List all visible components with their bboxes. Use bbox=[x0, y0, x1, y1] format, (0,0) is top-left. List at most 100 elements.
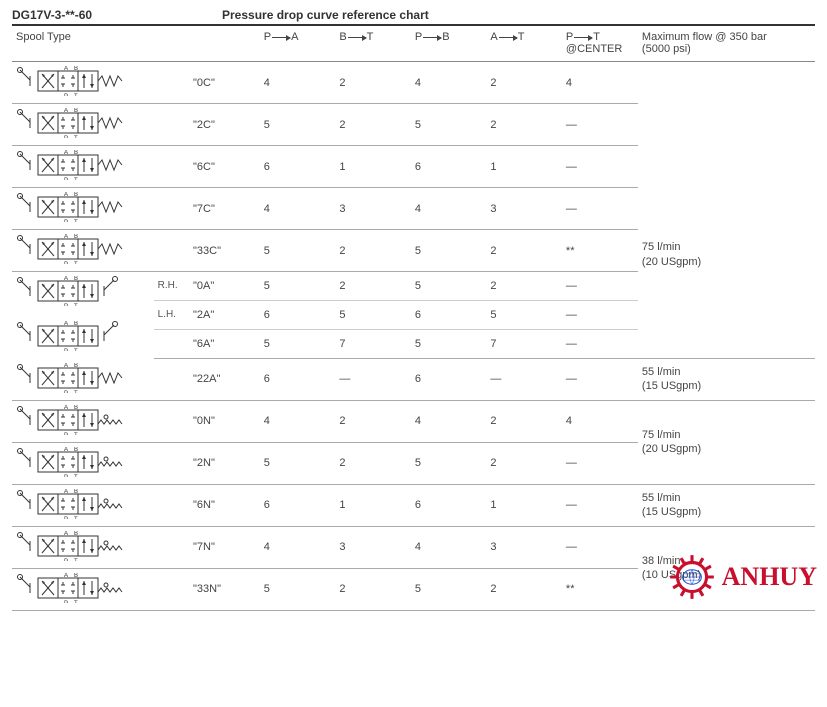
spool-code: "7C" bbox=[189, 188, 260, 230]
value-pt: — bbox=[562, 272, 638, 301]
value-pa: 5 bbox=[260, 104, 336, 146]
svg-text:P: P bbox=[64, 559, 68, 561]
valve-symbol: ABPT bbox=[12, 442, 189, 484]
value-pa: 5 bbox=[260, 568, 336, 610]
value-pt: 4 bbox=[562, 400, 638, 442]
orientation-label: L.H. bbox=[154, 300, 189, 329]
value-pb: 6 bbox=[411, 300, 487, 329]
svg-text:T: T bbox=[74, 262, 78, 264]
value-bt: 2 bbox=[335, 568, 411, 610]
svg-text:P: P bbox=[64, 94, 68, 96]
svg-text:T: T bbox=[74, 220, 78, 222]
svg-text:A: A bbox=[64, 531, 68, 537]
spool-code: "6A" bbox=[189, 329, 260, 358]
value-pt: — bbox=[562, 442, 638, 484]
value-pa: 4 bbox=[260, 526, 336, 568]
value-bt: 2 bbox=[335, 442, 411, 484]
value-at: 2 bbox=[486, 442, 562, 484]
svg-text:A: A bbox=[64, 192, 68, 198]
value-pb: 4 bbox=[411, 188, 487, 230]
svg-text:B: B bbox=[74, 489, 78, 495]
value-pb: 4 bbox=[411, 526, 487, 568]
table-row: ABPT"0C"4242475 l/min(20 USgpm) bbox=[12, 62, 815, 104]
svg-text:T: T bbox=[74, 178, 78, 180]
svg-text:B: B bbox=[74, 276, 78, 282]
col-pa: PA bbox=[260, 28, 336, 62]
svg-text:A: A bbox=[64, 363, 68, 369]
value-pb: 6 bbox=[411, 358, 487, 400]
svg-text:A: A bbox=[64, 447, 68, 453]
svg-text:T: T bbox=[74, 517, 78, 519]
value-at: 3 bbox=[486, 526, 562, 568]
svg-text:B: B bbox=[74, 573, 78, 579]
svg-text:P: P bbox=[64, 262, 68, 264]
orientation-label: R.H. bbox=[154, 272, 189, 301]
svg-text:P: P bbox=[64, 178, 68, 180]
value-bt: 2 bbox=[335, 104, 411, 146]
value-at: 7 bbox=[486, 329, 562, 358]
value-pb: 6 bbox=[411, 484, 487, 526]
svg-text:T: T bbox=[74, 349, 78, 351]
value-at: — bbox=[486, 358, 562, 400]
svg-text:A: A bbox=[64, 234, 68, 240]
valve-symbol: ABPT bbox=[12, 568, 189, 610]
reference-table: Spool Type PA BT PB AT PT @CENTER Maximu… bbox=[12, 28, 815, 611]
value-pt: ** bbox=[562, 230, 638, 272]
svg-text:P: P bbox=[64, 349, 68, 351]
value-pb: 6 bbox=[411, 146, 487, 188]
maxflow-cell: 75 l/min(20 USgpm) bbox=[638, 400, 815, 484]
svg-text:T: T bbox=[74, 475, 78, 477]
svg-text:P: P bbox=[64, 433, 68, 435]
value-at: 1 bbox=[486, 484, 562, 526]
value-pa: 6 bbox=[260, 300, 336, 329]
col-maxflow: Maximum flow @ 350 bar (5000 psi) bbox=[638, 28, 815, 62]
svg-text:T: T bbox=[74, 601, 78, 603]
svg-text:T: T bbox=[74, 559, 78, 561]
value-pt: — bbox=[562, 484, 638, 526]
gear-icon: AN HUY bbox=[666, 551, 718, 603]
value-pb: 5 bbox=[411, 329, 487, 358]
spool-code: "6N" bbox=[189, 484, 260, 526]
svg-text:A: A bbox=[64, 276, 68, 282]
svg-text:T: T bbox=[74, 136, 78, 138]
value-pa: 4 bbox=[260, 400, 336, 442]
table-header-row: Spool Type PA BT PB AT PT @CENTER Maximu… bbox=[12, 28, 815, 62]
valve-symbol: ABPT bbox=[12, 188, 189, 230]
value-at: 2 bbox=[486, 400, 562, 442]
value-pa: 5 bbox=[260, 329, 336, 358]
svg-text:A: A bbox=[64, 573, 68, 579]
value-bt: 2 bbox=[335, 230, 411, 272]
value-pt: — bbox=[562, 526, 638, 568]
svg-text:A: A bbox=[64, 405, 68, 411]
value-pt: — bbox=[562, 358, 638, 400]
col-pb: PB bbox=[411, 28, 487, 62]
spool-code: "22A" bbox=[189, 358, 260, 400]
svg-text:B: B bbox=[74, 321, 78, 327]
value-bt: 5 bbox=[335, 300, 411, 329]
value-bt: 3 bbox=[335, 526, 411, 568]
valve-symbol: ABPT bbox=[12, 104, 189, 146]
value-at: 1 bbox=[486, 146, 562, 188]
col-bt: BT bbox=[335, 28, 411, 62]
value-at: 2 bbox=[486, 568, 562, 610]
svg-text:T: T bbox=[74, 94, 78, 96]
svg-text:P: P bbox=[64, 475, 68, 477]
value-at: 3 bbox=[486, 188, 562, 230]
svg-text:B: B bbox=[74, 150, 78, 156]
value-pb: 4 bbox=[411, 400, 487, 442]
spool-code: "0N" bbox=[189, 400, 260, 442]
value-pa: 6 bbox=[260, 358, 336, 400]
svg-text:T: T bbox=[74, 304, 78, 306]
col-pt: PT @CENTER bbox=[562, 28, 638, 62]
value-pt: — bbox=[562, 300, 638, 329]
table-row: ABPT"0N"4242475 l/min(20 USgpm) bbox=[12, 400, 815, 442]
value-bt: 2 bbox=[335, 400, 411, 442]
value-pb: 5 bbox=[411, 442, 487, 484]
value-pa: 4 bbox=[260, 62, 336, 104]
svg-text:B: B bbox=[74, 234, 78, 240]
value-pa: 6 bbox=[260, 484, 336, 526]
svg-text:B: B bbox=[74, 108, 78, 114]
svg-text:P: P bbox=[64, 220, 68, 222]
value-pb: 5 bbox=[411, 230, 487, 272]
spool-code: "2C" bbox=[189, 104, 260, 146]
